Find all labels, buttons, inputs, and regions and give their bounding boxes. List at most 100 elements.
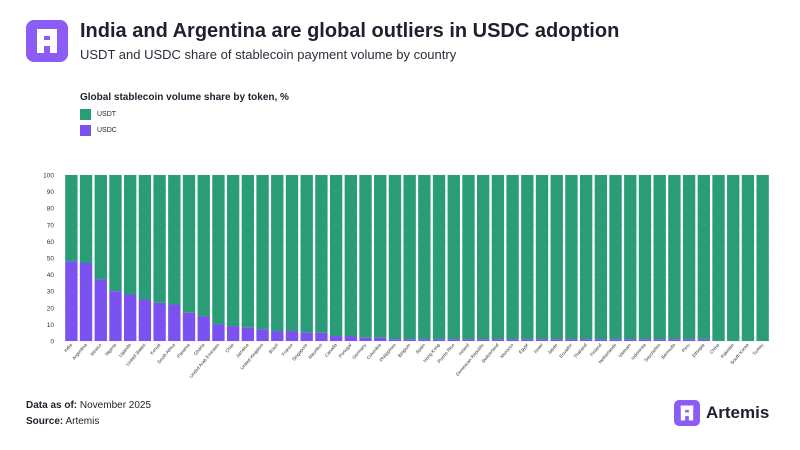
bar-usdt: [182, 175, 196, 313]
bar-usdt: [79, 175, 93, 263]
x-tick-label: China: [709, 342, 721, 355]
bar-usdc: [256, 329, 269, 341]
bar-usdc: [418, 339, 431, 341]
bar-usdc: [638, 339, 652, 341]
bar-usdt: [712, 175, 725, 341]
x-tick-label: Mexico: [89, 342, 102, 357]
bar-usdt: [668, 175, 681, 340]
brand: Artemis: [674, 400, 769, 426]
bar-usdt: [256, 175, 269, 330]
bar-usdt: [271, 175, 284, 332]
x-tick-label: Morocco: [499, 342, 514, 359]
bar-usdt: [226, 175, 240, 327]
bar-usdt: [462, 175, 475, 340]
bar-usdt: [124, 175, 137, 295]
x-tick-label: Peru: [681, 342, 691, 353]
brand-logo-icon: [674, 400, 700, 426]
bar-usdt: [550, 175, 563, 340]
bar-usdc: [300, 332, 313, 341]
bar-usdc: [462, 339, 475, 341]
x-tick-label: Thailand: [573, 342, 588, 359]
y-tick-label: 0: [50, 339, 54, 346]
source-value: Artemis: [63, 416, 100, 427]
y-tick-label: 40: [47, 272, 55, 279]
data-as-of-value: November 2025: [77, 400, 152, 411]
bar-usdc: [79, 262, 93, 341]
bar-usdt: [521, 175, 534, 340]
page-title: India and Argentina are global outliers …: [80, 20, 620, 42]
x-tick-label: Philippines: [379, 342, 398, 363]
bar-usdt: [65, 175, 78, 262]
legend-label-usdc: USDC: [97, 126, 117, 134]
x-tick-label: Kenya: [149, 342, 161, 356]
brand-name: Artemis: [706, 403, 770, 422]
x-tick-label: Ecuador: [558, 342, 573, 359]
bar-usdc: [535, 339, 549, 341]
x-tick-label: Bermuda: [660, 342, 676, 360]
x-tick-label: Panama: [176, 342, 191, 359]
y-tick-label: 20: [47, 305, 55, 312]
bar-usdc: [315, 332, 328, 341]
bar-usdt: [624, 175, 637, 340]
bar-usdc: [197, 316, 210, 341]
bar-usdt: [197, 175, 210, 317]
bar-usdt: [697, 175, 710, 340]
y-tick-label: 30: [47, 289, 55, 296]
bar-usdt: [477, 175, 490, 340]
legend-item-usdc: USDC: [80, 124, 117, 136]
source-label: Source:: [26, 416, 64, 427]
y-tick-label: 70: [47, 222, 55, 229]
bar-usdc: [344, 336, 357, 341]
bar-usdc: [374, 337, 387, 341]
bar-usdc: [565, 339, 578, 341]
bar-usdc: [329, 336, 343, 341]
bar-usdc: [447, 339, 460, 341]
bar-usdt: [594, 175, 608, 340]
bar-usdt: [447, 175, 460, 340]
x-tick-label: Seychelles: [643, 342, 662, 363]
x-tick-label: Canada: [324, 342, 338, 358]
data-as-of: Data as of: November 2025: [26, 400, 151, 411]
bar-usdt: [212, 175, 225, 325]
x-tick-label: Mauritius: [307, 342, 323, 360]
bar-usdc: [624, 339, 637, 341]
y-tick-label: 100: [43, 173, 54, 180]
bar-usdt: [94, 175, 107, 280]
legend-swatch-usdt: [80, 108, 91, 120]
bar-usdt: [506, 175, 519, 340]
bar-usdc: [285, 331, 299, 341]
x-tick-label: Chile: [224, 342, 235, 354]
bar-usdc: [124, 294, 137, 341]
bar-usdc: [271, 331, 284, 341]
bar-usdc: [477, 339, 490, 341]
x-tick-label: India: [63, 342, 74, 353]
y-tick-label: 50: [47, 256, 55, 263]
x-tick-label: Nigeria: [104, 342, 117, 357]
bar-usdt: [359, 175, 372, 338]
bar-usdc: [65, 261, 78, 341]
bar-usdc: [668, 339, 681, 341]
source: Source: Artemis: [26, 416, 99, 427]
bar-usdc: [594, 339, 608, 341]
bar-usdc: [403, 339, 416, 341]
bar-usdt: [285, 175, 299, 332]
x-tick-label: Uganda: [118, 342, 132, 358]
bar-usdt: [300, 175, 313, 333]
bar-usdt: [388, 175, 402, 340]
x-tick-label: Spain: [415, 342, 427, 355]
legend-label-usdt: USDT: [97, 110, 117, 118]
bar-usdc: [579, 339, 593, 341]
bar-usdc: [109, 291, 122, 341]
bar-usdc: [212, 324, 225, 341]
bar-usdc: [697, 339, 710, 341]
bar-usdt: [741, 175, 755, 341]
x-tick-label: Turkey: [752, 342, 765, 356]
bar-usdt: [168, 175, 181, 305]
bar-usdc: [653, 339, 666, 341]
x-tick-label: Israel: [533, 342, 544, 354]
bar-usdc: [609, 339, 622, 341]
header-logo-icon: [26, 20, 68, 62]
bar-usdt: [109, 175, 122, 292]
y-tick-label: 80: [47, 206, 55, 213]
